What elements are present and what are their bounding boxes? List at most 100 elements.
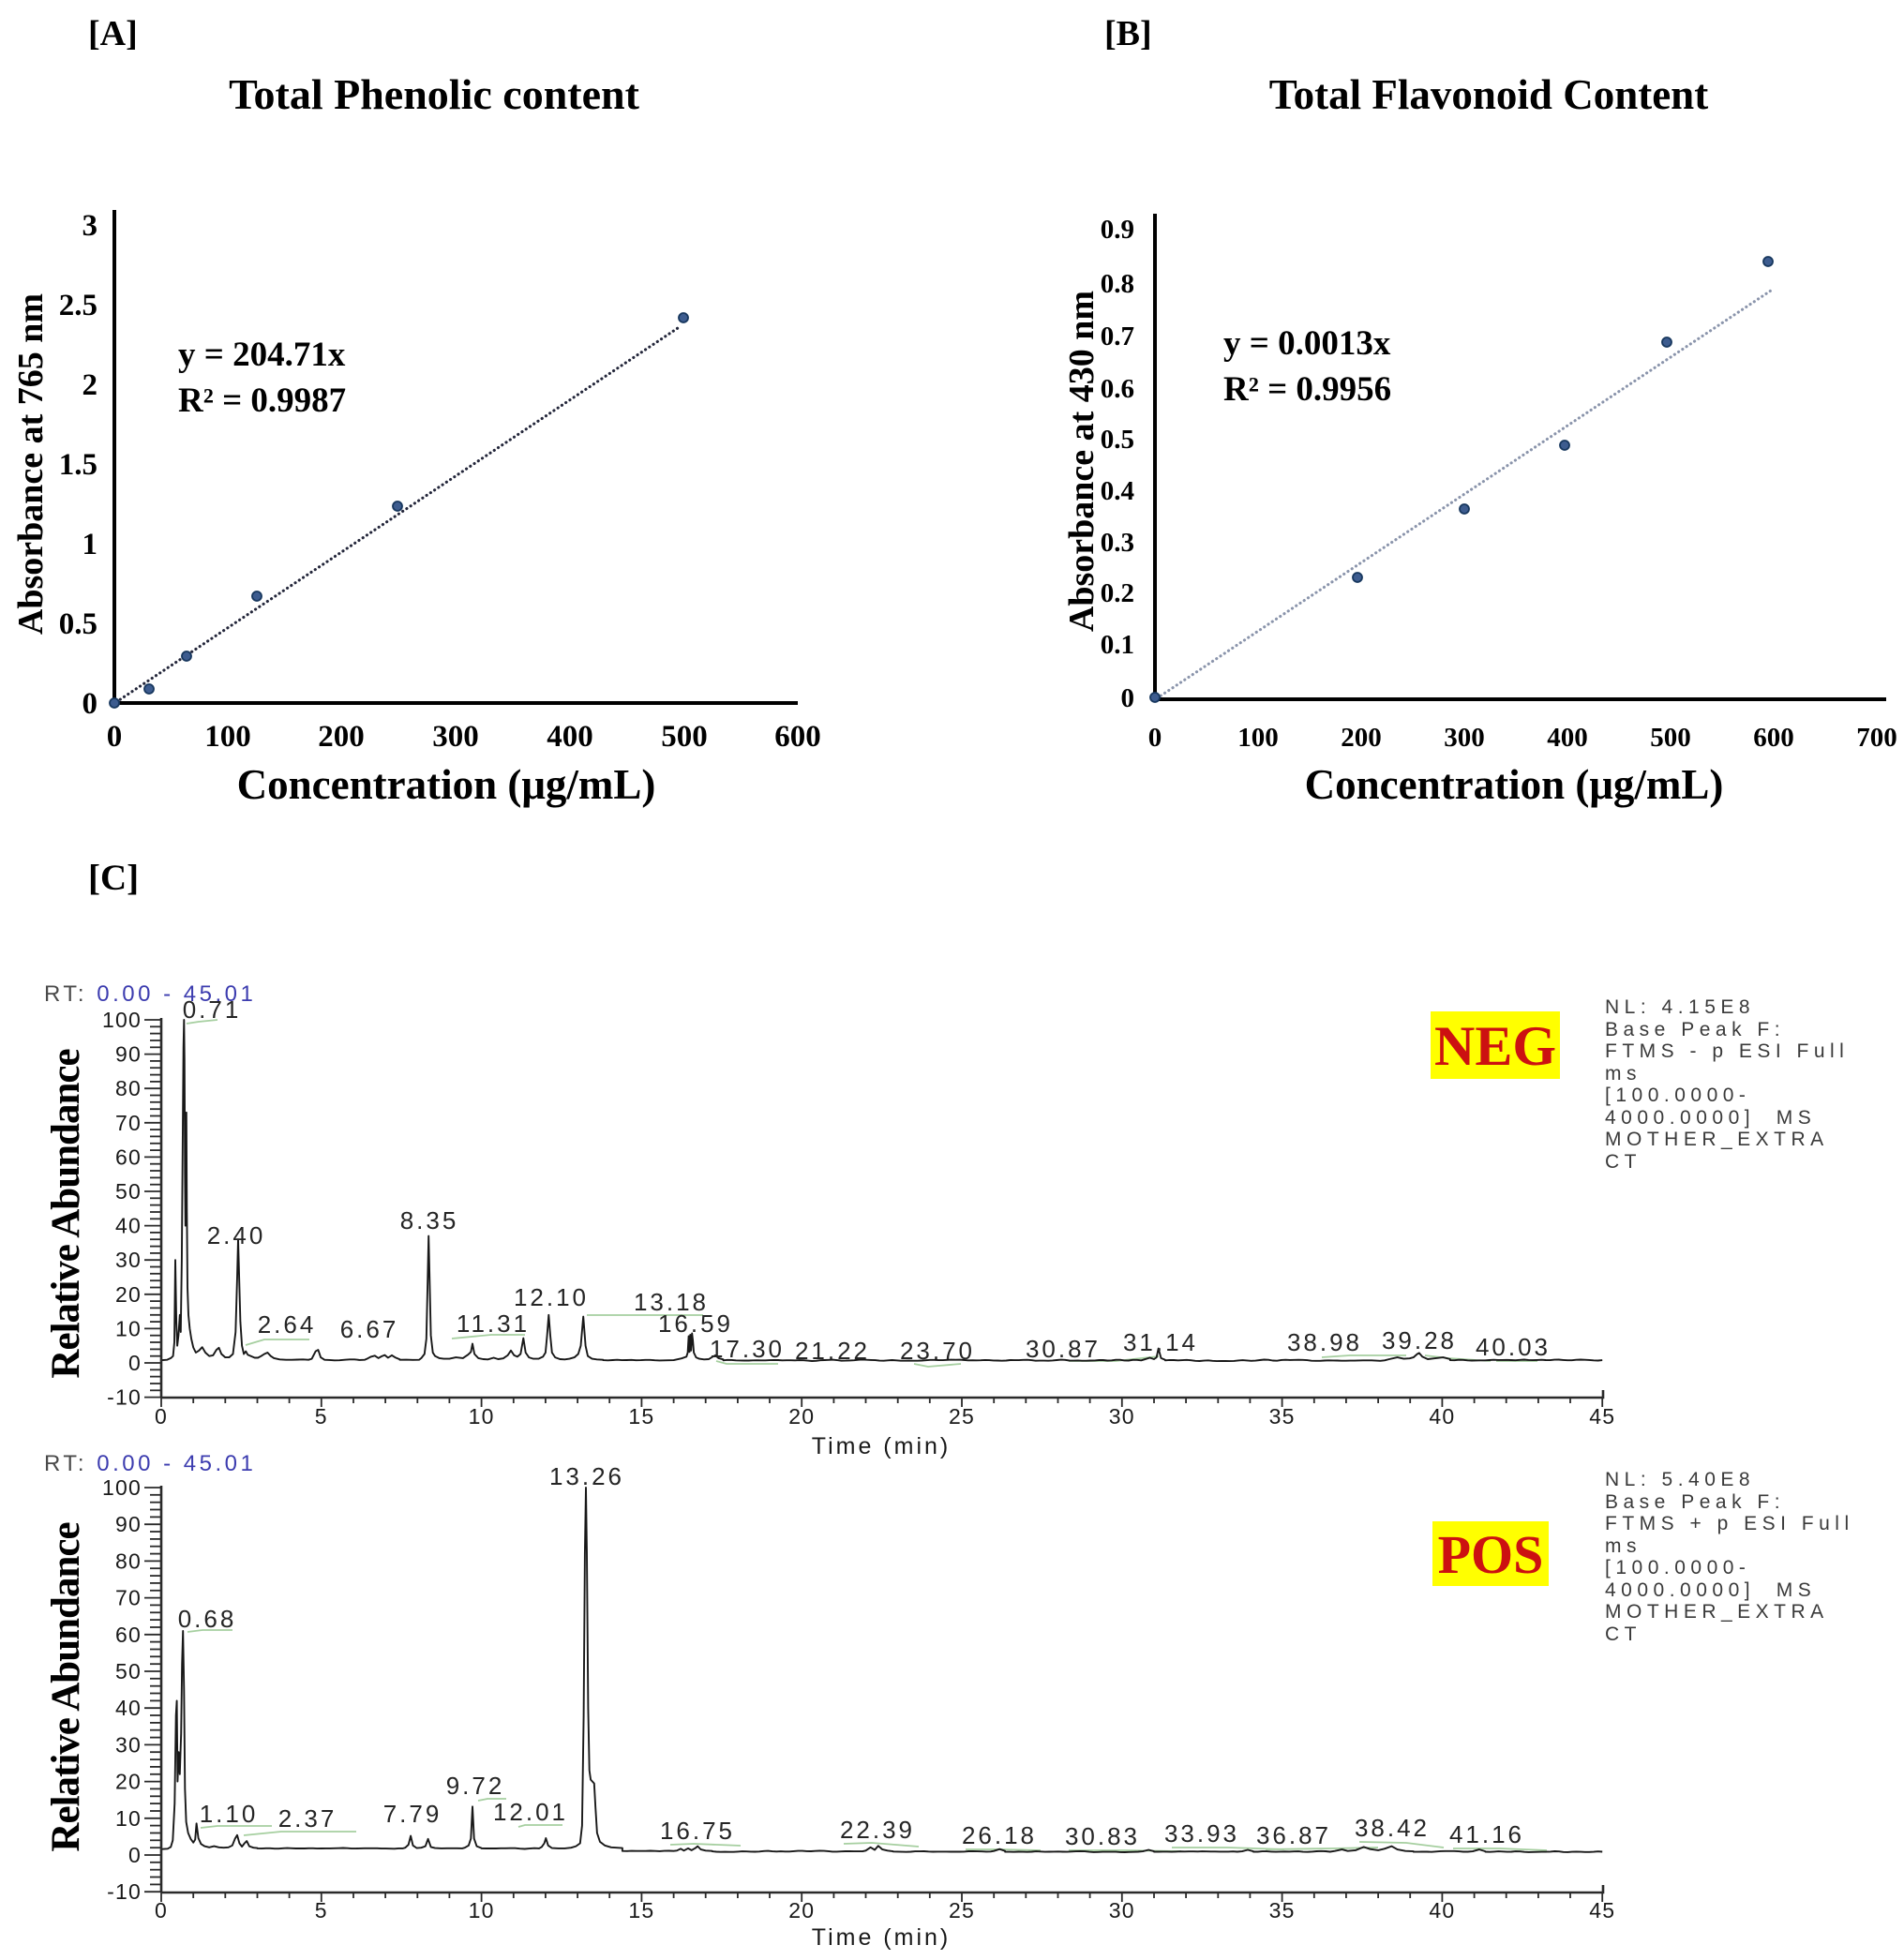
svg-text:1: 1 bbox=[82, 528, 98, 561]
svg-text:600: 600 bbox=[1753, 723, 1794, 753]
svg-text:0: 0 bbox=[128, 1843, 142, 1867]
svg-text:45: 45 bbox=[1589, 1898, 1615, 1923]
svg-text:300: 300 bbox=[432, 720, 479, 754]
svg-text:1.10: 1.10 bbox=[200, 1800, 259, 1828]
svg-text:[100.0000-: [100.0000- bbox=[1605, 1557, 1750, 1578]
svg-text:40: 40 bbox=[1429, 1404, 1455, 1429]
svg-text:10: 10 bbox=[469, 1404, 495, 1429]
svg-text:[100.0000-: [100.0000- bbox=[1605, 1085, 1750, 1106]
svg-text:40: 40 bbox=[115, 1696, 142, 1720]
svg-text:31.14: 31.14 bbox=[1123, 1328, 1198, 1356]
svg-text:[B]: [B] bbox=[1104, 14, 1152, 53]
svg-text:13.18: 13.18 bbox=[634, 1288, 709, 1316]
svg-text:500: 500 bbox=[661, 720, 708, 754]
svg-text:40: 40 bbox=[115, 1214, 142, 1238]
svg-text:NL: 4.15E8: NL: 4.15E8 bbox=[1605, 996, 1755, 1018]
svg-text:y = 204.71x: y = 204.71x bbox=[178, 336, 346, 374]
svg-text:0: 0 bbox=[1121, 683, 1135, 713]
svg-text:200: 200 bbox=[318, 720, 365, 754]
svg-text:Base Peak F:: Base Peak F: bbox=[1605, 1019, 1785, 1040]
svg-text:30: 30 bbox=[1109, 1404, 1135, 1429]
svg-text:CT: CT bbox=[1605, 1623, 1642, 1645]
svg-text:80: 80 bbox=[115, 1076, 142, 1100]
svg-text:20: 20 bbox=[115, 1770, 142, 1794]
svg-text:36.87: 36.87 bbox=[1256, 1821, 1331, 1849]
svg-text:-10: -10 bbox=[107, 1385, 142, 1410]
svg-text:RT: 0.00 - 45.01: RT: 0.00 - 45.01 bbox=[44, 1451, 256, 1476]
svg-text:500: 500 bbox=[1650, 723, 1691, 753]
svg-text:23.70: 23.70 bbox=[900, 1337, 975, 1365]
svg-text:100: 100 bbox=[204, 720, 251, 754]
svg-text:20: 20 bbox=[115, 1282, 142, 1307]
svg-text:Concentration (μg/mL): Concentration (μg/mL) bbox=[237, 761, 656, 808]
svg-text:Total Flavonoid Content: Total Flavonoid Content bbox=[1269, 71, 1708, 118]
svg-text:12.10: 12.10 bbox=[514, 1283, 589, 1311]
svg-text:90: 90 bbox=[115, 1042, 142, 1067]
svg-text:NEG: NEG bbox=[1434, 1015, 1556, 1077]
svg-text:2.37: 2.37 bbox=[278, 1804, 337, 1833]
svg-text:35: 35 bbox=[1269, 1404, 1296, 1429]
svg-text:FTMS + p ESI Full: FTMS + p ESI Full bbox=[1605, 1513, 1854, 1534]
svg-text:20: 20 bbox=[788, 1404, 815, 1429]
svg-text:FTMS - p ESI Full: FTMS - p ESI Full bbox=[1605, 1040, 1849, 1062]
svg-text:2.5: 2.5 bbox=[59, 289, 97, 322]
svg-text:9.72: 9.72 bbox=[446, 1772, 505, 1800]
svg-text:40: 40 bbox=[1429, 1898, 1455, 1923]
svg-text:0.8: 0.8 bbox=[1101, 269, 1134, 299]
svg-text:30: 30 bbox=[115, 1248, 142, 1272]
svg-text:Relative Abundance: Relative Abundance bbox=[44, 1522, 88, 1851]
svg-text:16.59: 16.59 bbox=[658, 1309, 733, 1338]
svg-text:Relative Abundance: Relative Abundance bbox=[44, 1049, 88, 1378]
svg-text:y = 0.0013x: y = 0.0013x bbox=[1223, 324, 1391, 363]
svg-text:Concentration (μg/mL): Concentration (μg/mL) bbox=[1305, 761, 1724, 808]
svg-text:38.98: 38.98 bbox=[1287, 1328, 1362, 1356]
svg-text:50: 50 bbox=[115, 1659, 142, 1683]
svg-text:300: 300 bbox=[1444, 723, 1485, 753]
svg-text:90: 90 bbox=[115, 1512, 142, 1536]
svg-text:0.7: 0.7 bbox=[1101, 322, 1134, 352]
svg-text:0.2: 0.2 bbox=[1101, 578, 1134, 608]
svg-text:0: 0 bbox=[128, 1351, 142, 1375]
svg-text:22.39: 22.39 bbox=[840, 1816, 915, 1844]
svg-text:25: 25 bbox=[949, 1898, 975, 1923]
svg-text:0: 0 bbox=[107, 720, 123, 754]
svg-text:MOTHER_EXTRA: MOTHER_EXTRA bbox=[1605, 1601, 1829, 1623]
svg-text:5: 5 bbox=[315, 1404, 328, 1429]
svg-text:0.71: 0.71 bbox=[183, 995, 242, 1024]
svg-text:5: 5 bbox=[315, 1898, 328, 1923]
svg-text:100: 100 bbox=[1237, 723, 1279, 753]
svg-text:70: 70 bbox=[115, 1111, 142, 1135]
svg-text:0.3: 0.3 bbox=[1101, 528, 1134, 558]
svg-text:1.5: 1.5 bbox=[59, 448, 97, 482]
svg-text:[C]: [C] bbox=[88, 858, 139, 898]
svg-text:11.31: 11.31 bbox=[457, 1309, 530, 1338]
svg-text:15: 15 bbox=[628, 1404, 654, 1429]
svg-text:[A]: [A] bbox=[88, 14, 138, 53]
svg-text:26.18: 26.18 bbox=[962, 1821, 1037, 1849]
svg-text:-10: -10 bbox=[107, 1879, 142, 1904]
svg-text:2.64: 2.64 bbox=[258, 1310, 317, 1339]
svg-text:4000.0000] MS: 4000.0000] MS bbox=[1605, 1579, 1816, 1601]
svg-text:13.26: 13.26 bbox=[549, 1462, 624, 1490]
svg-text:39.28: 39.28 bbox=[1382, 1326, 1457, 1354]
svg-text:0: 0 bbox=[155, 1404, 168, 1429]
svg-text:Absorbance at 765 nm: Absorbance at 765 nm bbox=[11, 293, 51, 635]
svg-text:21.22: 21.22 bbox=[795, 1337, 870, 1365]
svg-text:0.1: 0.1 bbox=[1101, 630, 1134, 660]
svg-text:400: 400 bbox=[1547, 723, 1588, 753]
svg-text:0.9: 0.9 bbox=[1101, 215, 1134, 245]
svg-text:0: 0 bbox=[155, 1898, 168, 1923]
svg-text:400: 400 bbox=[547, 720, 593, 754]
svg-text:8.35: 8.35 bbox=[400, 1206, 459, 1234]
svg-text:Time (min): Time (min) bbox=[812, 1924, 952, 1951]
svg-text:60: 60 bbox=[115, 1623, 142, 1647]
svg-text:NL: 5.40E8: NL: 5.40E8 bbox=[1605, 1469, 1755, 1490]
svg-text:0: 0 bbox=[82, 687, 98, 721]
svg-text:Time (min): Time (min) bbox=[812, 1433, 952, 1459]
svg-text:200: 200 bbox=[1341, 723, 1382, 753]
svg-text:ms: ms bbox=[1605, 1063, 1642, 1085]
svg-text:R² = 0.9956: R² = 0.9956 bbox=[1223, 370, 1391, 409]
svg-text:0.6: 0.6 bbox=[1101, 374, 1134, 404]
svg-text:10: 10 bbox=[469, 1898, 495, 1923]
svg-text:30.87: 30.87 bbox=[1026, 1335, 1101, 1363]
